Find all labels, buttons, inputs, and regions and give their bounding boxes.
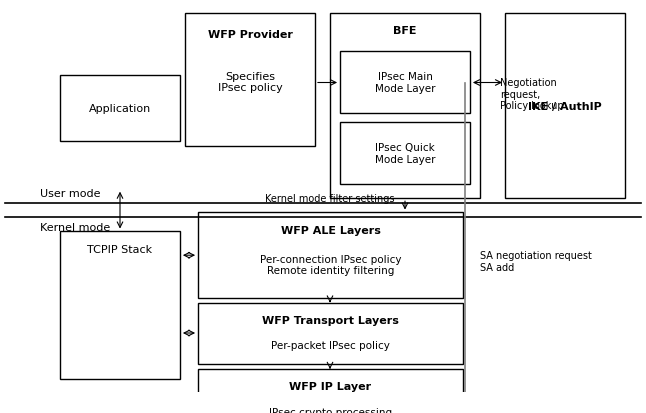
- Bar: [185, 14, 315, 147]
- Text: WFP Provider: WFP Provider: [207, 30, 293, 40]
- Text: WFP IP Layer: WFP IP Layer: [289, 381, 371, 391]
- Bar: [340, 52, 470, 114]
- Text: SA negotiation request
SA add: SA negotiation request SA add: [480, 251, 592, 273]
- Text: IKE / AuthIP: IKE / AuthIP: [528, 102, 602, 112]
- Text: BFE: BFE: [393, 26, 417, 36]
- Bar: [60, 76, 180, 142]
- Text: TCPIP Stack: TCPIP Stack: [87, 244, 152, 254]
- Text: Kernel mode filter settings: Kernel mode filter settings: [266, 194, 395, 204]
- Text: Per-connection IPsec policy
Remote identity filtering: Per-connection IPsec policy Remote ident…: [260, 254, 401, 276]
- Bar: [198, 369, 463, 413]
- Bar: [330, 14, 480, 199]
- Text: Specifies
IPsec policy: Specifies IPsec policy: [218, 71, 282, 93]
- Text: WFP ALE Layers: WFP ALE Layers: [280, 225, 380, 235]
- Bar: [198, 303, 463, 364]
- Text: Kernel mode: Kernel mode: [40, 223, 110, 233]
- Bar: [198, 213, 463, 298]
- Text: IPsec Quick
Mode Layer: IPsec Quick Mode Layer: [375, 143, 435, 165]
- Bar: [505, 14, 625, 199]
- Text: Application: Application: [89, 104, 151, 114]
- Text: Per-packet IPsec policy: Per-packet IPsec policy: [271, 340, 390, 351]
- Text: WFP Transport Layers: WFP Transport Layers: [262, 315, 399, 325]
- Text: IPsec crypto processing: IPsec crypto processing: [269, 407, 392, 413]
- Bar: [60, 232, 180, 379]
- Text: IPsec Main
Mode Layer: IPsec Main Mode Layer: [375, 72, 435, 94]
- Text: Negotiation
request,
Policy lookup: Negotiation request, Policy lookup: [500, 78, 563, 111]
- Text: User mode: User mode: [40, 189, 101, 199]
- Bar: [340, 123, 470, 185]
